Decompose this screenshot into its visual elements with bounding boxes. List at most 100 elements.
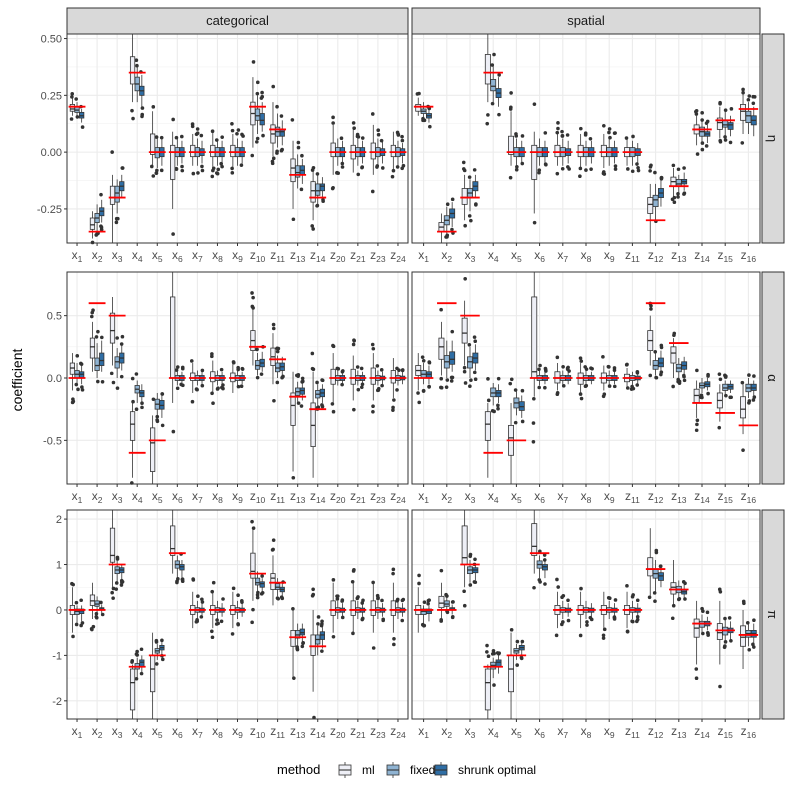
box-rect bbox=[259, 113, 265, 126]
outlier-point bbox=[119, 374, 124, 379]
box-shrunk-optimal bbox=[658, 175, 664, 207]
box-rect bbox=[484, 54, 491, 85]
outlier-point bbox=[111, 596, 115, 600]
outlier-point bbox=[462, 369, 467, 374]
outlier-point bbox=[219, 619, 224, 624]
outlier-point bbox=[391, 567, 396, 572]
x-tick-label: z14 bbox=[694, 489, 710, 505]
outlier-point bbox=[532, 220, 537, 225]
outlier-point bbox=[700, 147, 705, 152]
x-tick-label: x8 bbox=[581, 248, 592, 264]
outlier-point bbox=[718, 684, 722, 689]
outlier-point bbox=[74, 600, 79, 605]
x-tick-label: x7 bbox=[557, 489, 568, 505]
x-tick-label: x6 bbox=[534, 489, 545, 505]
box-shrunk-optimal bbox=[139, 384, 145, 410]
outlier-point bbox=[445, 233, 450, 238]
outlier-point bbox=[672, 200, 677, 204]
outlier-point bbox=[520, 134, 525, 138]
box-shrunk-optimal bbox=[495, 73, 502, 117]
x-tick-label: z14 bbox=[310, 489, 326, 505]
outlier-point bbox=[300, 380, 304, 384]
outlier-point bbox=[296, 401, 301, 405]
outlier-point bbox=[74, 382, 79, 387]
outlier-point bbox=[461, 167, 466, 171]
box-rect bbox=[370, 142, 376, 160]
outlier-point bbox=[700, 118, 704, 122]
outlier-point bbox=[320, 619, 324, 624]
outlier-point bbox=[134, 58, 139, 62]
outlier-point bbox=[356, 172, 361, 177]
outlier-point bbox=[542, 558, 547, 562]
outlier-point bbox=[376, 128, 381, 133]
box-fixed bbox=[154, 638, 160, 666]
outlier-point bbox=[676, 191, 680, 196]
outlier-point bbox=[635, 598, 640, 603]
outlier-point bbox=[70, 400, 75, 405]
outlier-point bbox=[491, 649, 496, 653]
outlier-point bbox=[741, 448, 745, 452]
outlier-point bbox=[391, 168, 396, 173]
outlier-point bbox=[315, 172, 320, 176]
outlier-point bbox=[380, 383, 384, 388]
x-tick-label: z14 bbox=[694, 248, 710, 264]
outlier-point bbox=[114, 587, 119, 591]
y-tick-label: -0.25 bbox=[37, 204, 62, 216]
box-fixed bbox=[420, 600, 427, 628]
outlier-point bbox=[180, 168, 185, 173]
outlier-point bbox=[96, 329, 100, 334]
outlier-point bbox=[351, 569, 356, 573]
outlier-point bbox=[134, 372, 139, 376]
outlier-point bbox=[94, 611, 99, 616]
outlier-point bbox=[376, 388, 381, 392]
outlier-point bbox=[231, 586, 236, 591]
outlier-point bbox=[111, 380, 116, 385]
outlier-point bbox=[260, 591, 265, 595]
box-rect bbox=[290, 630, 296, 647]
outlier-point bbox=[200, 168, 205, 173]
outlier-point bbox=[391, 405, 395, 410]
box-shrunk-optimal bbox=[159, 392, 165, 428]
outlier-point bbox=[255, 140, 259, 144]
outlier-point bbox=[469, 218, 473, 223]
outlier-point bbox=[239, 163, 244, 167]
outlier-point bbox=[728, 140, 733, 145]
outlier-point bbox=[380, 598, 384, 603]
box-rect bbox=[114, 185, 120, 203]
box-ml bbox=[554, 121, 561, 176]
outlier-point bbox=[492, 52, 496, 57]
outlier-point bbox=[417, 400, 421, 405]
outlier-point bbox=[94, 615, 99, 620]
y-tick-label: 0 bbox=[56, 605, 62, 617]
outlier-point bbox=[270, 548, 275, 552]
box-fixed bbox=[467, 175, 473, 223]
box-ml bbox=[310, 587, 316, 720]
outlier-point bbox=[752, 95, 757, 99]
outlier-point bbox=[155, 418, 159, 422]
outlier-point bbox=[171, 232, 175, 236]
outlier-point bbox=[647, 595, 652, 600]
strip-row-eta bbox=[761, 33, 785, 244]
outlier-point bbox=[140, 106, 145, 110]
outlier-point bbox=[350, 579, 355, 584]
outlier-point bbox=[469, 378, 473, 382]
outlier-point bbox=[195, 127, 200, 131]
x-tick-label: x3 bbox=[465, 724, 476, 740]
outlier-point bbox=[695, 422, 699, 427]
outlier-point bbox=[251, 60, 256, 64]
outlier-point bbox=[210, 174, 215, 179]
box-ml bbox=[250, 519, 256, 625]
outlier-point bbox=[100, 335, 104, 340]
box-rect bbox=[390, 600, 396, 616]
outlier-point bbox=[578, 633, 583, 638]
outlier-point bbox=[160, 638, 164, 643]
outlier-point bbox=[422, 600, 427, 605]
outlier-point bbox=[630, 594, 635, 599]
outlier-point bbox=[210, 629, 214, 634]
outlier-point bbox=[109, 371, 114, 376]
outlier-point bbox=[315, 203, 320, 208]
box-fixed bbox=[275, 346, 281, 385]
outlier-point bbox=[130, 376, 135, 381]
outlier-point bbox=[705, 610, 710, 615]
